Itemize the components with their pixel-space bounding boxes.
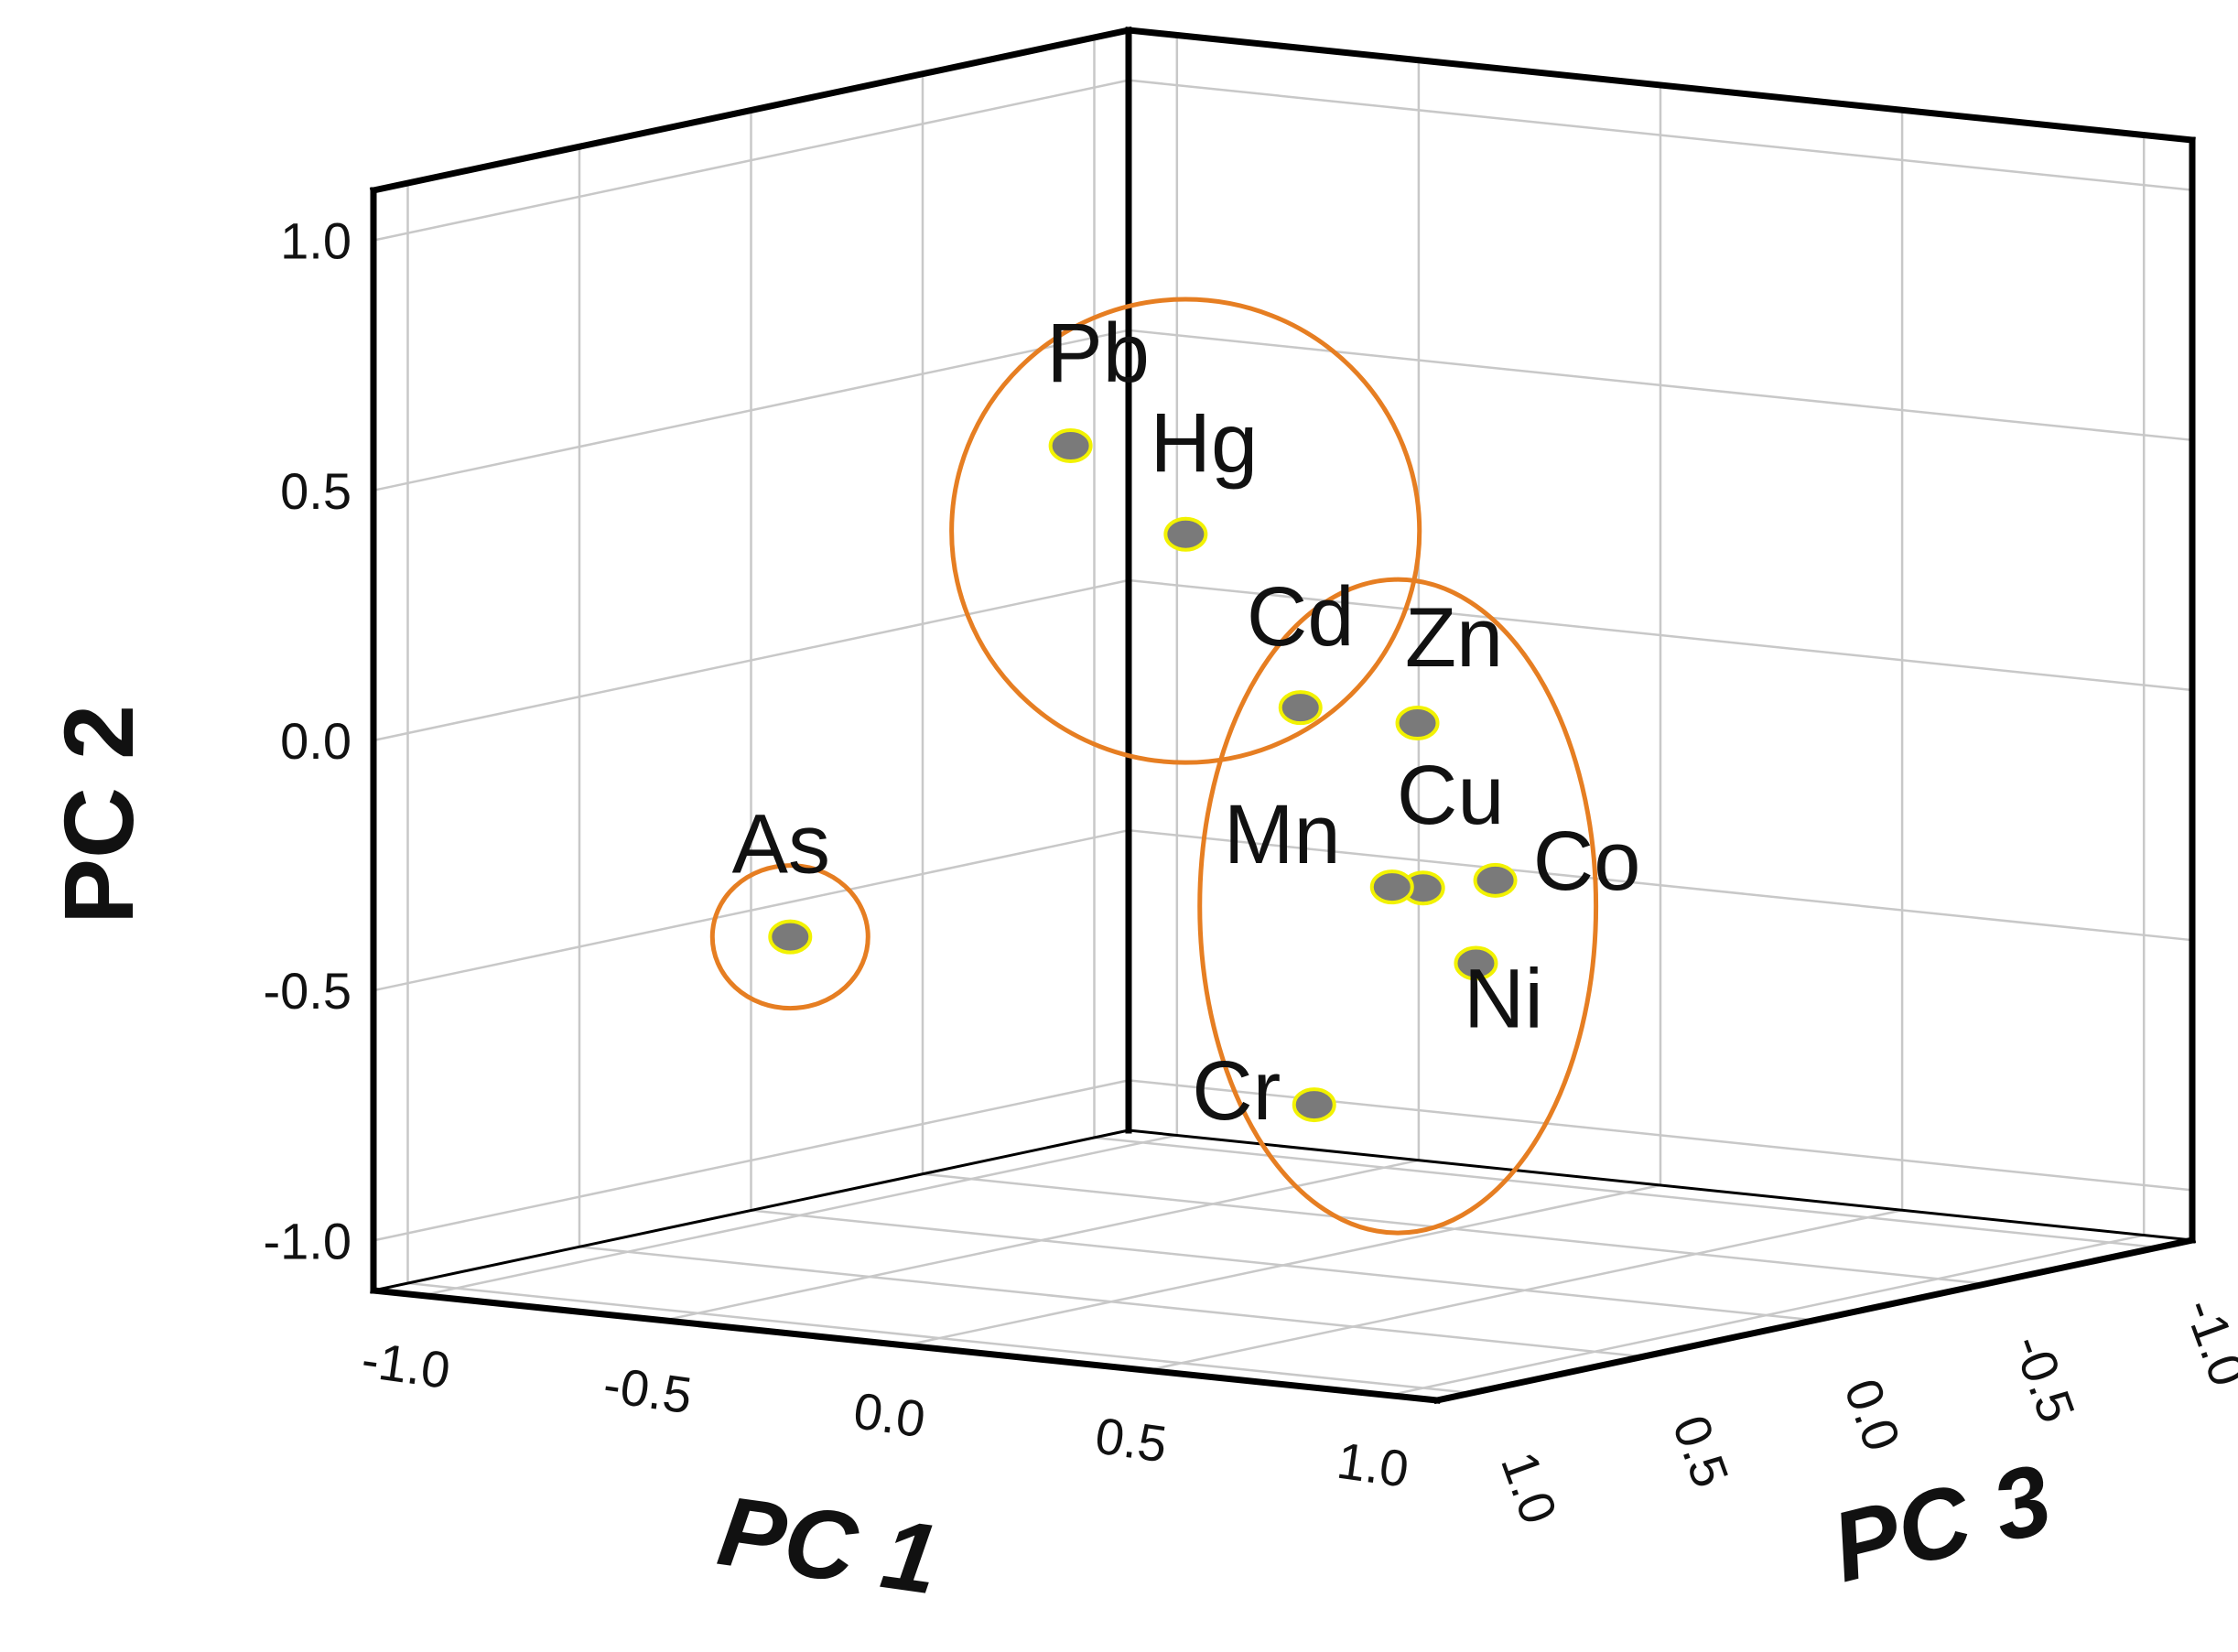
frame-layer bbox=[369, 26, 2197, 1405]
frame-floor-left bbox=[373, 1128, 1130, 1292]
floor-grid-pc3-3 bbox=[578, 1246, 1644, 1358]
pc1-tick-label: 1.0 bbox=[1334, 1431, 1412, 1498]
pc1-axis-title: PC 1 bbox=[712, 1474, 946, 1614]
grid-layer bbox=[373, 35, 2193, 1397]
point-label-hg: Hg bbox=[1151, 397, 1259, 491]
pc2-tick-label: 1.0 bbox=[280, 212, 351, 270]
point-as bbox=[768, 919, 813, 955]
frame-top-left bbox=[369, 26, 1133, 195]
point-label-co: Co bbox=[1533, 815, 1641, 908]
point-cr bbox=[1292, 1087, 1336, 1123]
point-cd bbox=[1278, 690, 1323, 726]
pc2-tick-label: 0.0 bbox=[280, 712, 351, 770]
pc1-tick-label: -0.5 bbox=[600, 1355, 695, 1425]
pc3-tick-label: 0.0 bbox=[1833, 1371, 1912, 1458]
pc1-tick-label: 0.0 bbox=[850, 1381, 929, 1448]
floor-grid-pc1-4 bbox=[1388, 1234, 2145, 1397]
pc3-axis-title: PC 3 bbox=[1822, 1442, 2061, 1603]
point-pb bbox=[1048, 428, 1093, 464]
cluster-ellipse-group-as bbox=[709, 863, 870, 1011]
cluster-ellipses bbox=[709, 297, 1599, 1236]
tick-labels: -1.0 -0.5 0.0 0.5 1.0 -1.0 -0.5 0.0 0.5 1.0 1.0 0.5… bbox=[264, 212, 2238, 1531]
back-wall-grid-pc2-3 bbox=[1128, 329, 2193, 442]
frame-pc3-axis bbox=[1433, 1236, 2197, 1405]
floor-grid-pc3-2 bbox=[751, 1209, 1815, 1322]
point-label-pb: Pb bbox=[1046, 307, 1150, 400]
pc2-tick-label: 0.5 bbox=[280, 462, 351, 520]
left-wall-grid-pc2-4 bbox=[373, 79, 1130, 242]
pc3-tick-label: -1.0 bbox=[2174, 1290, 2238, 1393]
pc3-tick-label: 0.5 bbox=[1661, 1408, 1740, 1495]
point-label-ni: Ni bbox=[1464, 953, 1543, 1046]
pc2-axis-title: PC 2 bbox=[43, 705, 154, 924]
pc1-tick-label: -1.0 bbox=[358, 1330, 453, 1399]
frame-floor-back bbox=[1128, 1128, 2193, 1242]
floor-grid-pc3-4 bbox=[407, 1281, 1472, 1395]
frame-pc1-axis bbox=[370, 1287, 1441, 1404]
point-label-cd: Cd bbox=[1247, 570, 1355, 664]
point-label-mn: Mn bbox=[1224, 788, 1341, 881]
pc2-tick-label: -0.5 bbox=[264, 962, 352, 1020]
point-zn bbox=[1395, 706, 1440, 741]
point-co bbox=[1473, 862, 1518, 898]
pc2-tick-label: -1.0 bbox=[264, 1212, 352, 1269]
point-label-as: As bbox=[732, 798, 830, 891]
frame-top-back bbox=[1125, 27, 2196, 144]
point-mn bbox=[1369, 869, 1414, 905]
cluster-ellipse-group-pb-hg-cd bbox=[949, 297, 1422, 765]
pc3-tick-label: 1.0 bbox=[1490, 1444, 1569, 1531]
point-label-cu: Cu bbox=[1397, 749, 1505, 842]
back-wall-grid-pc2-4 bbox=[1128, 79, 2193, 191]
point-label-cr: Cr bbox=[1192, 1044, 1281, 1138]
floor-grid-pc1-3 bbox=[1146, 1209, 1903, 1372]
data-points bbox=[768, 428, 1518, 1123]
pc1-tick-label: 0.5 bbox=[1092, 1406, 1171, 1473]
left-wall-grid-pc2-3 bbox=[373, 329, 1130, 492]
point-ni bbox=[1454, 945, 1498, 981]
point-hg bbox=[1163, 516, 1208, 552]
pc3-tick-label: -0.5 bbox=[2002, 1327, 2086, 1430]
cluster-ellipse-group-zn-cu-mn-co-ni-cr-cd bbox=[1197, 577, 1599, 1236]
point-label-zn: Zn bbox=[1405, 591, 1503, 685]
